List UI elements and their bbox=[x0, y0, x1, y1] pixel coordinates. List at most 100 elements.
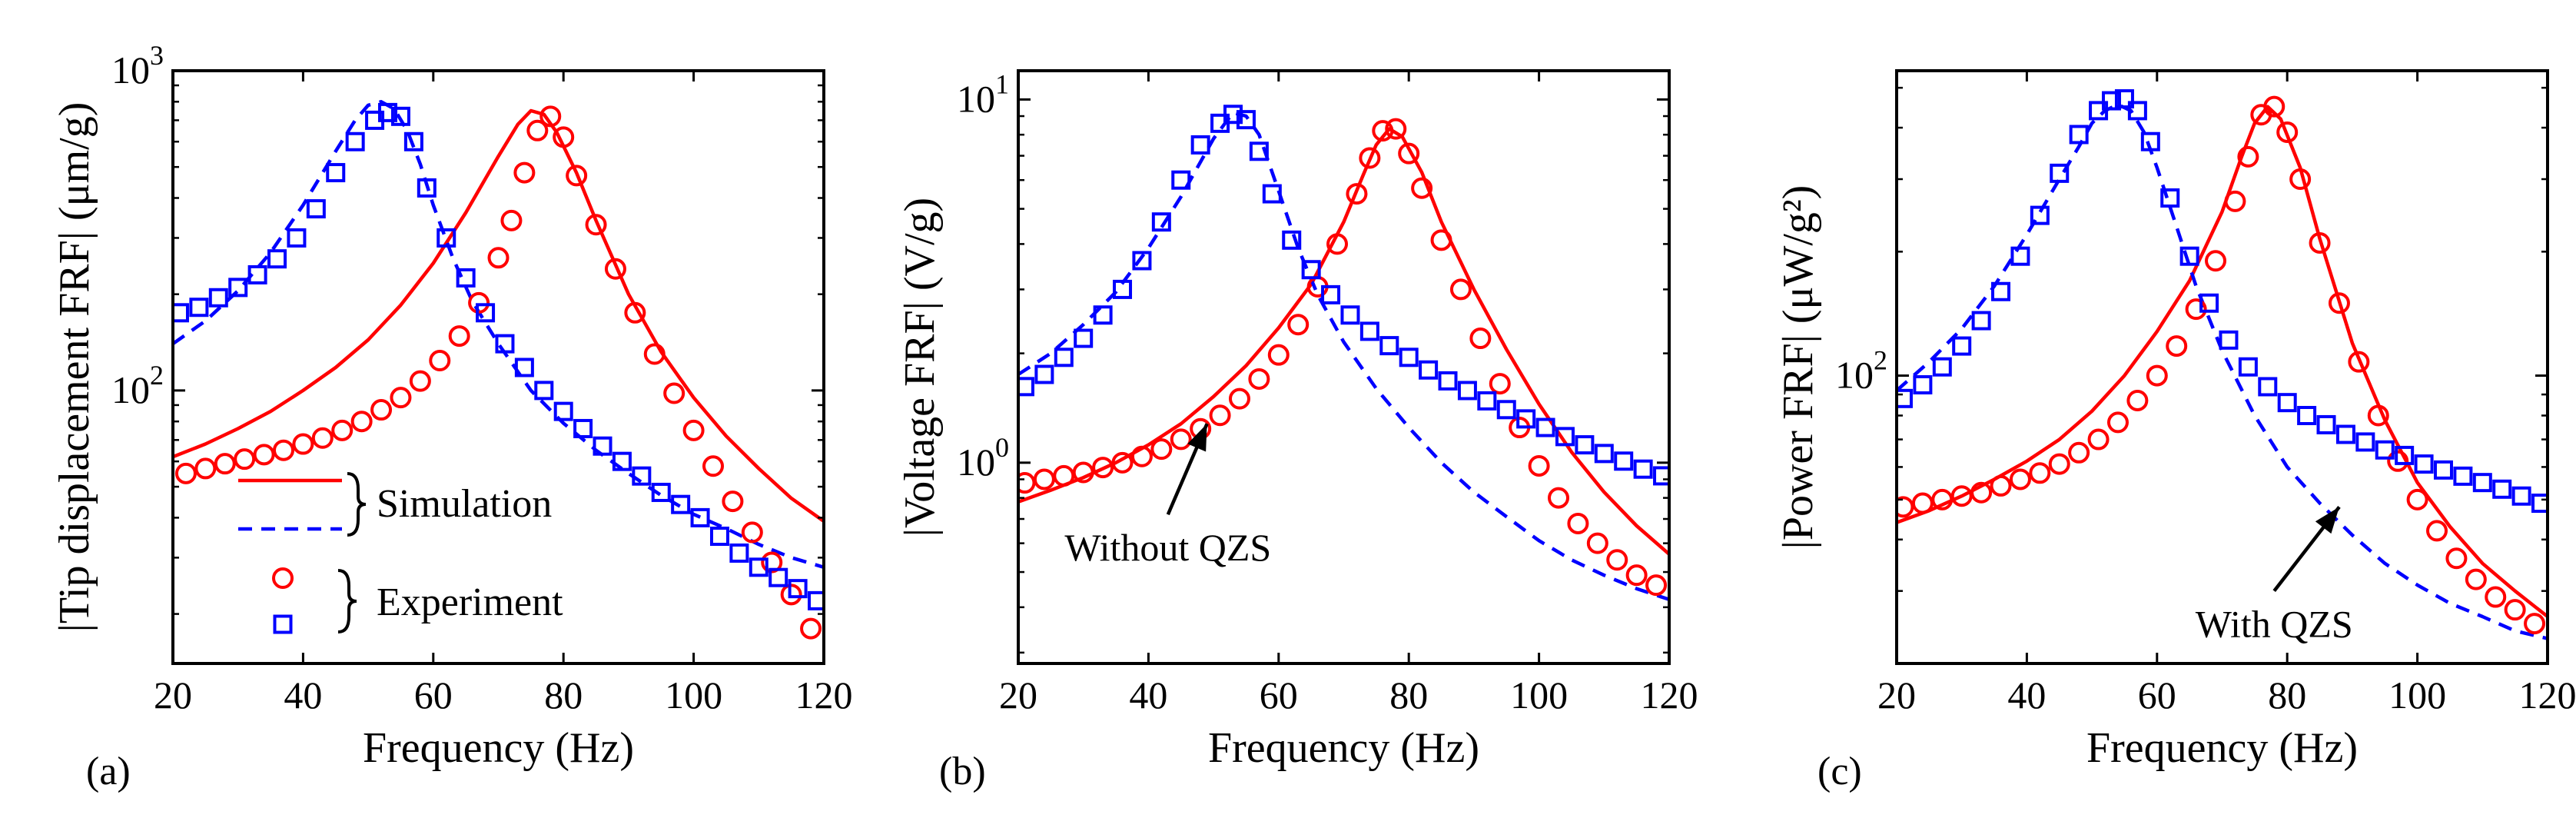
data-point-square bbox=[403, 131, 423, 151]
data-point-square bbox=[1419, 360, 1439, 380]
x-tick-label: 20 bbox=[1877, 673, 1916, 717]
data-point-circle bbox=[1911, 492, 1934, 514]
plot-area bbox=[1897, 89, 2548, 640]
data-point-circle bbox=[2524, 613, 2546, 635]
data-point-square bbox=[456, 268, 476, 288]
data-point-square bbox=[476, 303, 496, 323]
data-point-circle bbox=[1625, 564, 1648, 587]
data-point-square bbox=[2219, 330, 2239, 350]
data-point-square bbox=[1359, 321, 1379, 341]
data-point-circle bbox=[2185, 298, 2207, 321]
y-tick-label: 102 bbox=[111, 360, 164, 411]
data-point-circle bbox=[2289, 168, 2312, 191]
data-point-square bbox=[671, 494, 691, 514]
data-point-square bbox=[2140, 131, 2160, 151]
data-point-circle bbox=[1372, 120, 1394, 142]
data-point-square bbox=[553, 401, 573, 421]
data-point-square bbox=[2089, 101, 2109, 121]
data-point-circle bbox=[2126, 389, 2149, 411]
data-point-square bbox=[2127, 101, 2147, 121]
data-point-square bbox=[2069, 125, 2089, 145]
data-point-square bbox=[1074, 328, 1094, 348]
y-axis-label: |Tip displacement FRF| (μm/g) bbox=[51, 102, 98, 633]
data-point-circle bbox=[1430, 229, 1452, 251]
data-point-square bbox=[247, 264, 267, 284]
data-point-square bbox=[612, 451, 632, 471]
chart-panel-3: 20 40 60 80 100 120 102 Frequency (Hz) |Power FR… bbox=[1774, 69, 2576, 793]
data-point-square bbox=[1633, 459, 1653, 479]
data-point-circle bbox=[1990, 474, 2012, 497]
data-point-circle bbox=[2263, 95, 2286, 118]
data-point-square bbox=[2050, 163, 2070, 183]
data-point-square bbox=[729, 543, 749, 563]
data-point-circle bbox=[1398, 142, 1420, 165]
data-point-square bbox=[534, 381, 554, 401]
data-point-square bbox=[1575, 435, 1595, 455]
data-point-circle bbox=[350, 411, 373, 433]
data-point-circle bbox=[1449, 278, 1472, 301]
data-point-circle bbox=[409, 370, 431, 392]
x-tick-label: 40 bbox=[284, 673, 322, 717]
data-point-circle bbox=[370, 399, 393, 421]
data-point-square bbox=[2114, 89, 2134, 109]
y-tick-base: 10 bbox=[111, 48, 150, 91]
x-axis-label: Frequency (Hz) bbox=[1208, 724, 1479, 772]
data-point-square bbox=[1991, 281, 2011, 301]
panel-label: (b) bbox=[939, 750, 986, 793]
data-point-square bbox=[768, 567, 788, 587]
data-point-circle bbox=[1411, 177, 1433, 199]
y-tick-exponent: 3 bbox=[150, 40, 164, 71]
data-point-square bbox=[1236, 110, 1256, 130]
data-point-circle bbox=[1385, 118, 1407, 140]
annotation-text: With QZS bbox=[2196, 603, 2353, 646]
data-point-circle bbox=[1567, 512, 1589, 534]
data-point-circle bbox=[1150, 438, 1173, 461]
data-point-square bbox=[2316, 414, 2336, 434]
data-point-circle bbox=[1287, 314, 1310, 336]
data-point-circle bbox=[2087, 428, 2110, 451]
data-point-square bbox=[2010, 246, 2030, 266]
data-point-square bbox=[514, 357, 534, 377]
x-tick-label: 100 bbox=[665, 673, 722, 717]
data-point-square bbox=[1496, 400, 1516, 420]
x-tick-label: 120 bbox=[795, 673, 853, 717]
x-tick-label: 80 bbox=[1389, 673, 1428, 717]
data-point-square bbox=[2453, 466, 2473, 486]
legend-brace-experiment bbox=[337, 569, 357, 633]
data-point-square bbox=[2199, 293, 2219, 313]
data-point-square bbox=[1897, 388, 1913, 408]
data-point-circle bbox=[682, 419, 705, 441]
data-point-circle bbox=[253, 444, 275, 466]
x-tick-label: 80 bbox=[544, 673, 583, 717]
data-point-square bbox=[1594, 444, 1614, 464]
data-point-square bbox=[1321, 284, 1341, 304]
data-point-circle bbox=[311, 427, 334, 449]
data-point-circle bbox=[643, 343, 666, 365]
x-tick-label: 20 bbox=[154, 673, 192, 717]
data-point-square bbox=[2102, 91, 2122, 111]
data-point-square bbox=[2277, 393, 2297, 413]
data-point-square bbox=[2179, 246, 2199, 266]
data-point-square bbox=[2395, 445, 2415, 465]
data-point-circle bbox=[1950, 485, 1973, 507]
data-point-square bbox=[437, 228, 456, 248]
data-point-square bbox=[417, 178, 437, 198]
data-point-circle bbox=[553, 126, 575, 148]
data-point-square bbox=[632, 466, 652, 486]
x-tick-label: 60 bbox=[2138, 673, 2176, 717]
blue-dashed-series-line bbox=[1897, 102, 2548, 640]
data-point-circle bbox=[1897, 496, 1914, 518]
data-point-square bbox=[287, 228, 307, 248]
data-point-circle bbox=[214, 453, 236, 475]
data-point-circle bbox=[2029, 462, 2051, 484]
legend-red-circle-marker bbox=[272, 567, 294, 589]
data-point-square bbox=[2238, 357, 2258, 377]
data-point-circle bbox=[604, 258, 626, 280]
data-point-circle bbox=[2205, 250, 2227, 272]
data-point-circle bbox=[1346, 183, 1368, 205]
data-point-circle bbox=[1489, 373, 1511, 395]
data-point-square bbox=[1249, 141, 1269, 161]
data-point-square bbox=[2160, 188, 2180, 208]
